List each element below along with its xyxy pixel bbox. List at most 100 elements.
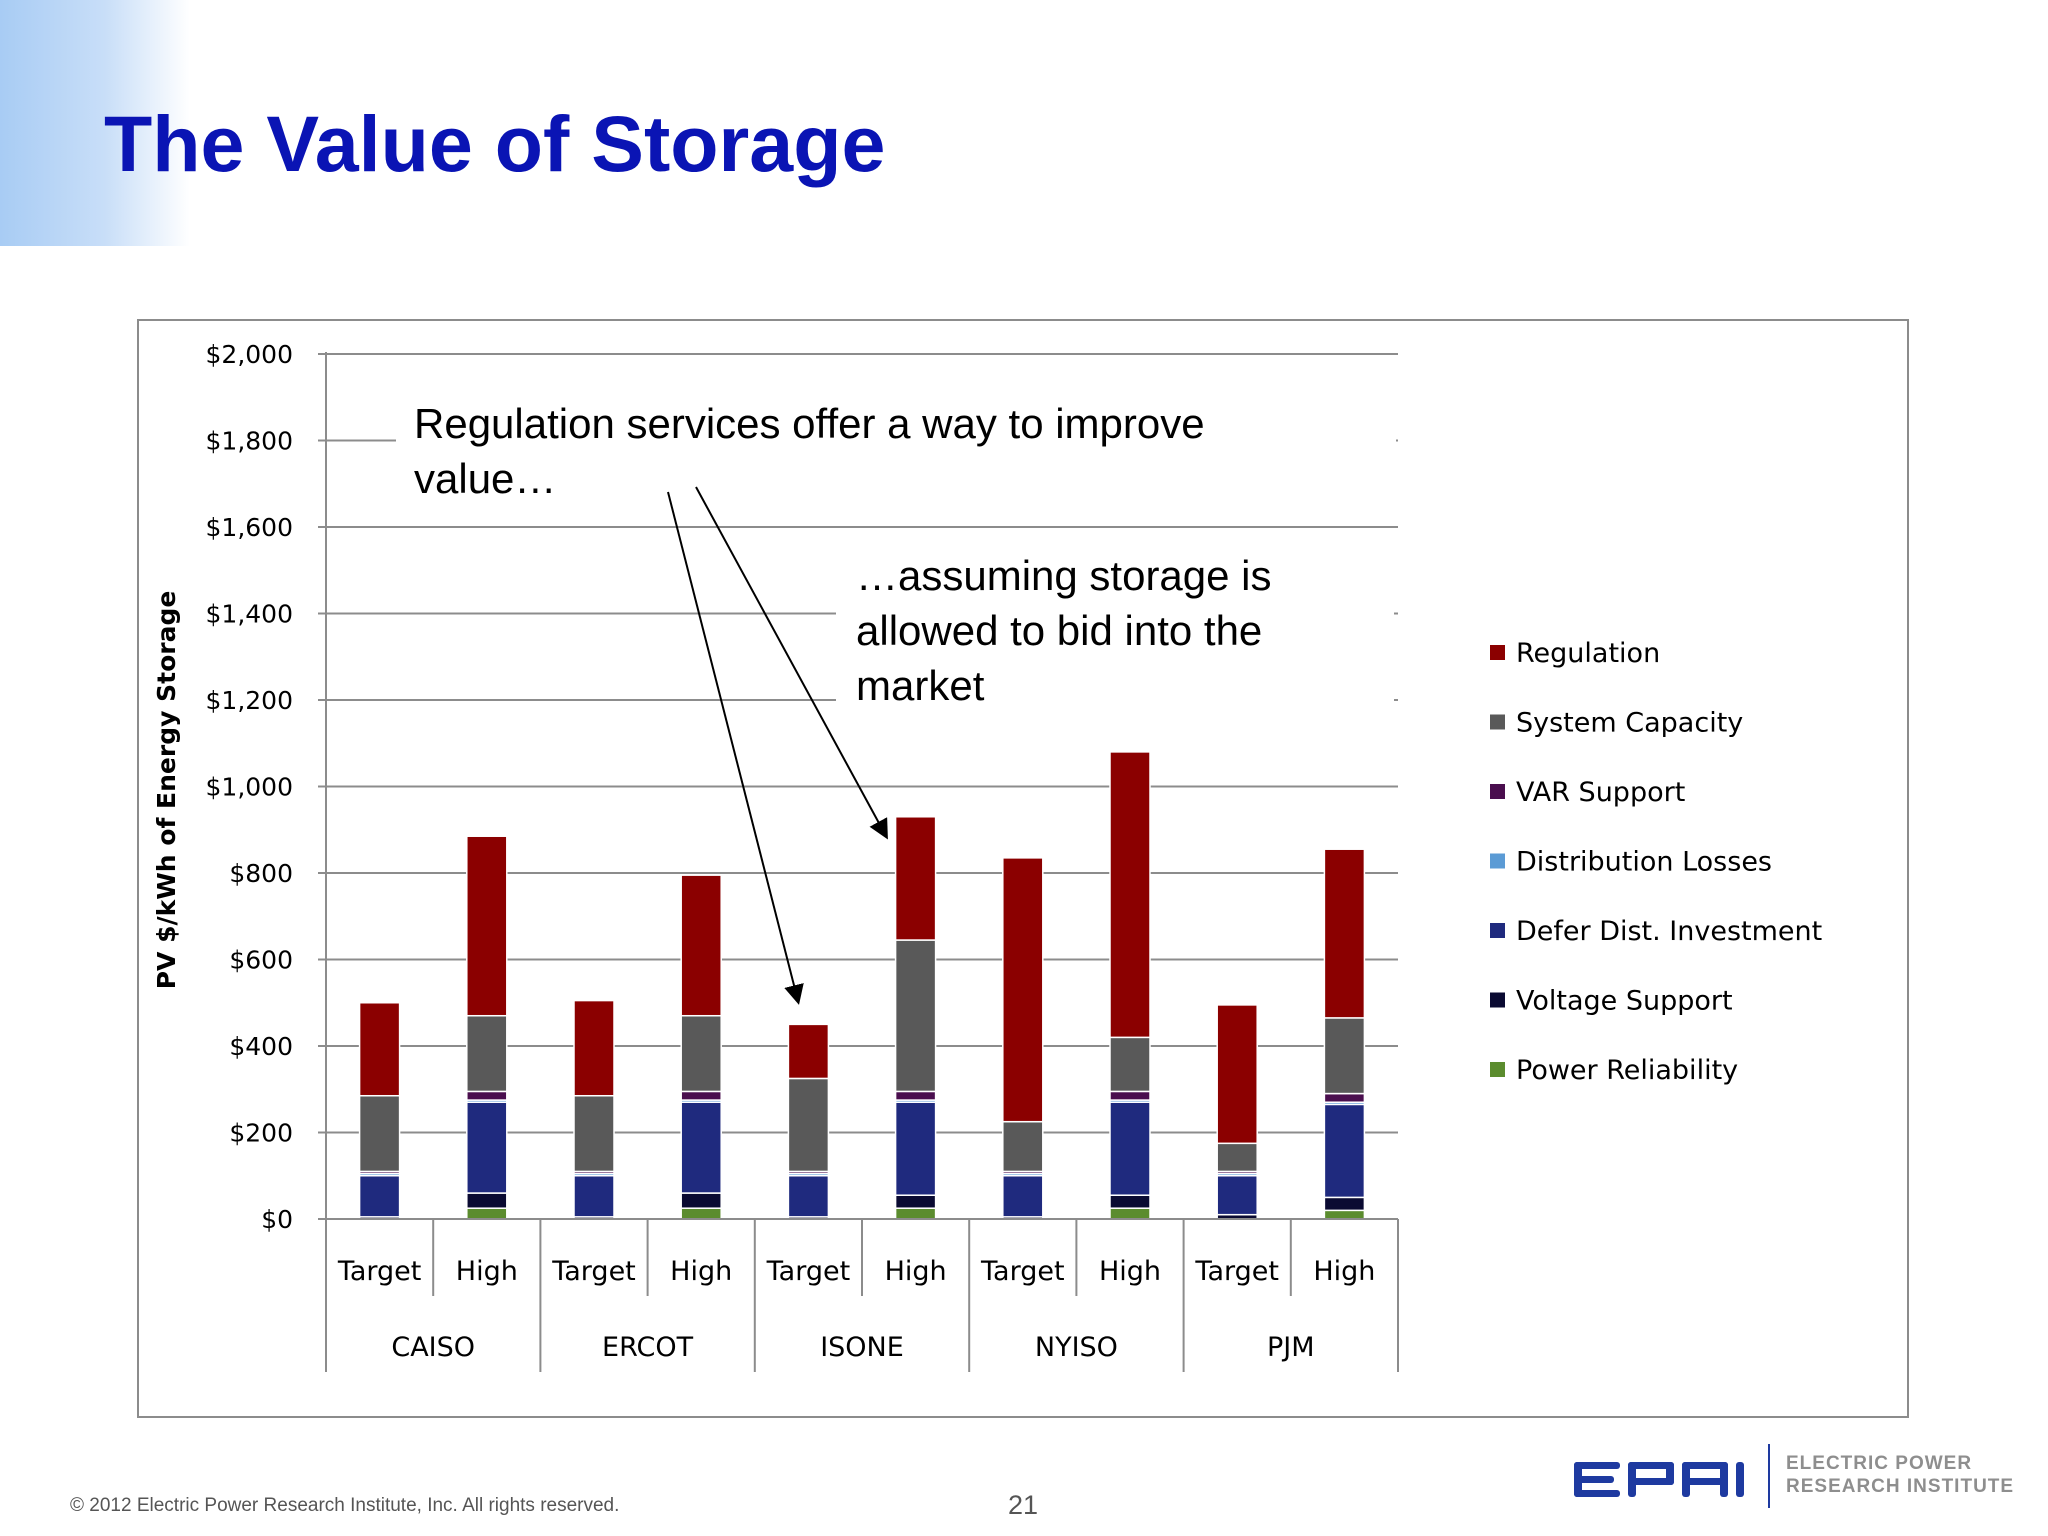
chart-frame [137, 319, 1909, 1418]
logo-tagline-line1: ELECTRIC POWER [1786, 1453, 1973, 1474]
annotation-text: value… [414, 455, 556, 502]
legend-label: VAR Support [1516, 777, 1685, 808]
bar-segment [680, 1090, 722, 1101]
legend-swatch [1490, 992, 1505, 1008]
group-label: ISONE [820, 1332, 904, 1363]
x-tick-label: Target [766, 1256, 851, 1287]
slide-title: The Value of Storage [104, 99, 886, 188]
legend-swatch [1490, 923, 1505, 938]
bar-segment [1216, 1175, 1258, 1216]
bar-segment [358, 1175, 401, 1218]
annotation-text: Regulation services offer a way to impro… [414, 400, 1205, 447]
bar-segment [894, 939, 937, 1093]
y-tick-label: $200 [229, 1119, 293, 1148]
bar-segment [1109, 1090, 1151, 1101]
y-tick-label: $800 [229, 859, 293, 888]
y-tick-label: $0 [261, 1205, 293, 1234]
bar-segment [1002, 1120, 1044, 1173]
y-tick-label: $1,000 [206, 773, 293, 802]
bars [358, 751, 1366, 1220]
y-tick-label: $1,200 [206, 686, 293, 715]
bar-segment [894, 816, 937, 941]
bar-segment [466, 1014, 508, 1093]
x-tick-label: High [1313, 1256, 1375, 1287]
legend-swatch [1490, 853, 1505, 869]
epri-wordmark-icon [1574, 1444, 1770, 1508]
bar-segment [1109, 1194, 1151, 1209]
x-tick-label: High [1099, 1256, 1161, 1287]
x-tick-label: High [670, 1256, 732, 1287]
annotation-text: market [856, 662, 985, 709]
bar-segment [787, 1175, 830, 1218]
bar-segment [680, 1014, 722, 1093]
bar-segment [1323, 1017, 1366, 1095]
bar-segment [466, 1090, 508, 1101]
bar-segment [894, 1090, 937, 1101]
bar-segment [358, 1002, 401, 1097]
bar-segment [894, 1101, 937, 1196]
bar-segment [680, 874, 722, 1017]
y-tick-label: $400 [229, 1032, 293, 1061]
bar-segment [573, 1175, 615, 1218]
legend-label: Defer Dist. Investment [1516, 916, 1822, 947]
annotation-arrow [667, 491, 804, 1005]
x-tick-label: High [885, 1256, 947, 1287]
group-label: CAISO [391, 1332, 475, 1363]
annotation-backdrop [396, 396, 1396, 508]
logo-tagline: ELECTRIC POWER RESEARCH INSTITUTE [1786, 1452, 2014, 1498]
bar-segment [1323, 1196, 1366, 1212]
x-tick-label: Target [1194, 1256, 1279, 1287]
legend-label: Regulation [1516, 638, 1660, 669]
bar-segment [1002, 1175, 1044, 1218]
footer-copyright: © 2012 Electric Power Research Institute… [70, 1495, 620, 1516]
y-tick-label: $1,400 [206, 600, 293, 629]
group-label: PJM [1267, 1332, 1315, 1363]
x-tick-label: Target [980, 1256, 1065, 1287]
legend: Regulation System Capacity VAR Support Dist… [1490, 638, 1822, 1086]
annotations: Regulation services offer a way to impro… [396, 396, 1396, 1005]
bar-segment [1002, 857, 1044, 1123]
bar-segment [894, 1194, 937, 1209]
axis-labels: $0 $200 $400 $600 $800 $1,000 $1,200 $1,400 $1,6… [206, 340, 1376, 1363]
bar-segment [1323, 848, 1366, 1019]
bar-segment [573, 999, 615, 1097]
bar-segment [358, 1094, 401, 1173]
x-tick-label: Target [337, 1256, 422, 1287]
legend-label: Distribution Losses [1516, 847, 1772, 878]
bar-segment [1323, 1103, 1366, 1199]
y-axis-label: PV $/kWh of Energy Storage [152, 591, 181, 990]
y-tick-label: $2,000 [206, 340, 293, 369]
bar-segment [466, 1101, 508, 1194]
bar-segment [466, 1192, 508, 1209]
page-number: 21 [1008, 1490, 1039, 1520]
y-tick-label: $600 [229, 946, 293, 975]
bar-segment [894, 1207, 937, 1220]
annotation-arrow [695, 486, 888, 840]
legend-label: Voltage Support [1516, 986, 1733, 1017]
legend-swatch [1490, 1062, 1505, 1077]
bar-segment [1109, 751, 1151, 1039]
annotation-text: allowed to bid into the [856, 607, 1262, 654]
bar-segment [1323, 1209, 1366, 1220]
bar-segment [1109, 1101, 1151, 1196]
group-label: NYISO [1035, 1332, 1118, 1363]
bar-segment [466, 1207, 508, 1220]
legend-swatch [1490, 714, 1505, 730]
bar-segment [680, 1207, 722, 1220]
x-tick-label: High [456, 1256, 518, 1287]
legend-label: Power Reliability [1516, 1055, 1738, 1086]
annotation-backdrop [836, 547, 1394, 713]
epri-logo: ELECTRIC POWER RESEARCH INSTITUTE [1572, 1440, 2013, 1520]
bar-segment [680, 1101, 722, 1194]
y-tick-label: $1,600 [206, 513, 293, 542]
bar-segment [1323, 1092, 1366, 1103]
logo-tagline-line2: RESEARCH INSTITUTE [1786, 1476, 2015, 1497]
legend-swatch [1490, 784, 1505, 799]
bar-segment [1216, 1142, 1258, 1173]
bar-segment [1109, 1036, 1151, 1093]
bar-segment [573, 1094, 615, 1173]
axes [325, 352, 1399, 1372]
legend-label: System Capacity [1516, 708, 1743, 739]
group-label: ERCOT [602, 1332, 694, 1363]
